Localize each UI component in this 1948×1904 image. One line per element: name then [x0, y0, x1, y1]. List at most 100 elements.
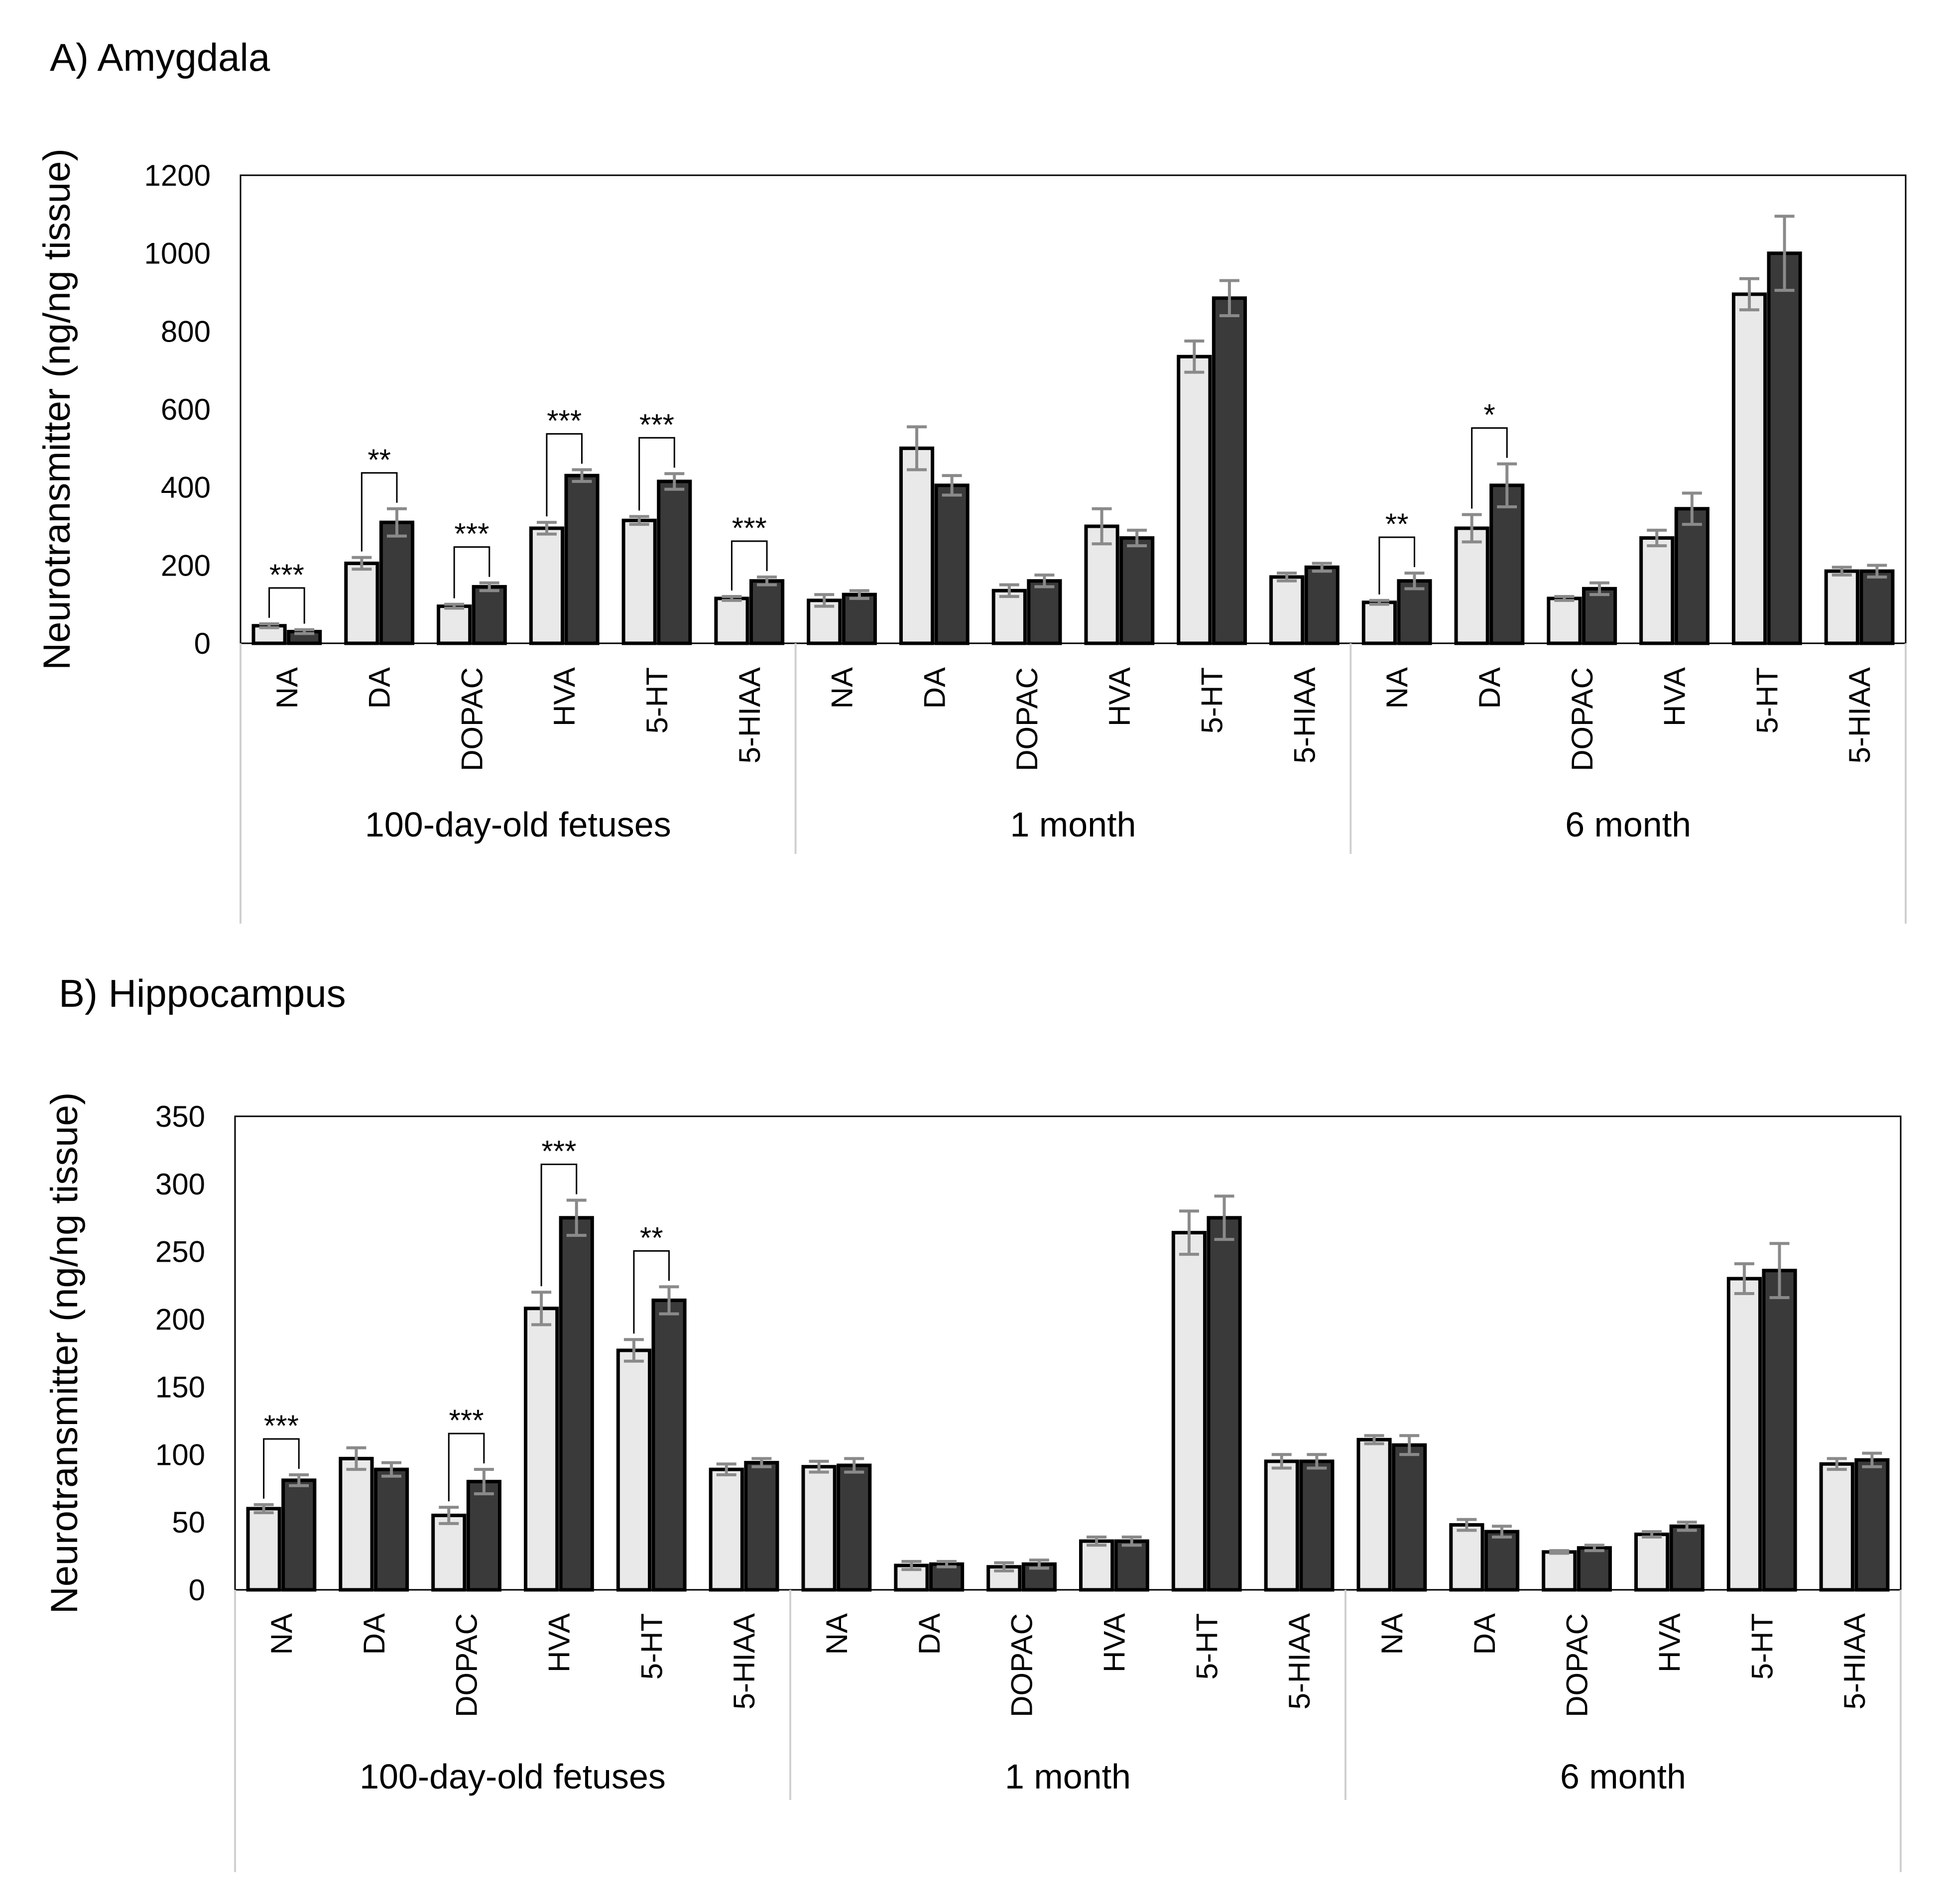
- category-label: NA: [1375, 1613, 1409, 1655]
- bar-dark: [1212, 296, 1247, 645]
- bar-light: [437, 604, 472, 645]
- category-label: 5-HIAA: [1288, 667, 1321, 763]
- bar-dark: [1489, 483, 1525, 645]
- significance-bracket: [448, 1432, 485, 1502]
- bar-light: [1547, 596, 1582, 645]
- group-label: 6 month: [1565, 805, 1691, 844]
- category-label: 5-HIAA: [1843, 667, 1876, 763]
- y-tick-label: 0: [189, 1573, 205, 1607]
- bar-light: [529, 526, 565, 645]
- group-label: 1 month: [1010, 805, 1136, 844]
- bar-dark: [373, 1467, 409, 1592]
- category-label: 5-HT: [1750, 667, 1784, 733]
- bar-dark: [1484, 1530, 1520, 1592]
- bar-dark: [472, 585, 507, 645]
- category-label: NA: [270, 667, 304, 709]
- bar-light: [1264, 1459, 1299, 1592]
- category-label: DOPAC: [455, 667, 488, 771]
- significance-bracket: [540, 1163, 578, 1287]
- significance-label: ***: [269, 558, 304, 592]
- significance-label: **: [1385, 507, 1409, 541]
- bar-light: [899, 446, 935, 645]
- category-label: 5-HT: [1196, 667, 1229, 733]
- category-label: NA: [826, 667, 859, 709]
- plot-frame: [234, 1115, 1902, 1591]
- bar-dark: [744, 1461, 779, 1592]
- plot-frame: [240, 174, 1907, 644]
- significance-label: ***: [454, 517, 489, 551]
- bar-dark: [842, 593, 877, 645]
- bar-dark: [657, 479, 692, 645]
- category-label: 5-HIAA: [733, 667, 766, 763]
- significance-label: *: [1483, 398, 1495, 432]
- significance-bracket: [361, 472, 398, 552]
- significance-label: ***: [547, 404, 582, 437]
- amygdala-chart: A) Amygdala Neurotransmitter (ng/ng tissu…: [36, 35, 1907, 924]
- group-label: 6 month: [1560, 1757, 1686, 1796]
- bar-light: [1361, 600, 1397, 645]
- y-axis-label: Neurotransmitter (ng/ng tissue): [43, 1092, 86, 1614]
- bar-light: [801, 1465, 837, 1592]
- bar-dark: [1119, 536, 1155, 645]
- significance-bracket: [1471, 427, 1508, 509]
- significance-bracket: [546, 433, 583, 517]
- y-tick-label: 1200: [144, 159, 211, 192]
- bar-light: [1731, 292, 1767, 645]
- significance-bracket: [633, 1250, 670, 1334]
- bar-light: [339, 1456, 374, 1592]
- y-tick-label: 600: [161, 393, 211, 426]
- y-tick-label: 800: [161, 315, 211, 348]
- category-label: 5-HT: [635, 1613, 668, 1679]
- bar-dark: [1674, 507, 1709, 645]
- panel-title: B) Hippocampus: [59, 971, 346, 1015]
- bar-light: [524, 1307, 559, 1592]
- bar-light: [1084, 524, 1119, 645]
- bar-light: [246, 1507, 281, 1592]
- bar-light: [1726, 1277, 1762, 1592]
- bar-light: [344, 561, 379, 645]
- significance-bracket: [638, 437, 675, 511]
- significance-label: ***: [541, 1134, 576, 1168]
- significance-bracket: [268, 587, 305, 624]
- significance-label: ***: [732, 511, 767, 545]
- bar-dark: [1859, 569, 1895, 645]
- category-label: 5-HIAA: [728, 1613, 761, 1709]
- bar-light: [431, 1514, 467, 1592]
- bar-light: [621, 518, 657, 645]
- significance-label: ***: [264, 1409, 299, 1442]
- bar-dark: [1207, 1216, 1242, 1592]
- group-label: 100-day-old fetuses: [360, 1757, 666, 1796]
- category-label: HVA: [1653, 1613, 1686, 1672]
- y-tick-label: 50: [172, 1506, 205, 1539]
- significance-bracket: [1378, 536, 1416, 595]
- category-label: 5-HIAA: [1283, 1613, 1316, 1709]
- category-label: DA: [1468, 1613, 1501, 1655]
- category-label: 5-HIAA: [1838, 1613, 1871, 1709]
- bar-dark: [564, 474, 600, 645]
- bar-dark: [1767, 251, 1802, 645]
- bar-dark: [934, 483, 970, 645]
- bar-dark: [1762, 1269, 1797, 1592]
- category-label: HVA: [1658, 667, 1692, 726]
- bar-light: [1079, 1539, 1114, 1592]
- category-label: NA: [820, 1613, 853, 1655]
- category-label: DOPAC: [450, 1613, 484, 1717]
- bar-light: [1449, 1523, 1484, 1592]
- significance-label: **: [367, 443, 391, 476]
- bar-dark: [559, 1216, 594, 1592]
- bar-dark: [1392, 1443, 1427, 1592]
- bar-light: [1819, 1462, 1854, 1592]
- y-tick-label: 150: [155, 1370, 205, 1404]
- bar-dark: [749, 579, 785, 645]
- significance-label: **: [640, 1221, 663, 1254]
- significance-bracket: [453, 546, 490, 598]
- bar-dark: [281, 1478, 317, 1592]
- y-tick-label: 0: [194, 627, 211, 660]
- bar-dark: [1304, 565, 1339, 645]
- bar-dark: [1577, 1546, 1612, 1592]
- bar-light: [991, 589, 1027, 645]
- category-label: NA: [1380, 667, 1414, 709]
- y-tick-label: 200: [155, 1303, 205, 1336]
- bar-dark: [1027, 579, 1062, 645]
